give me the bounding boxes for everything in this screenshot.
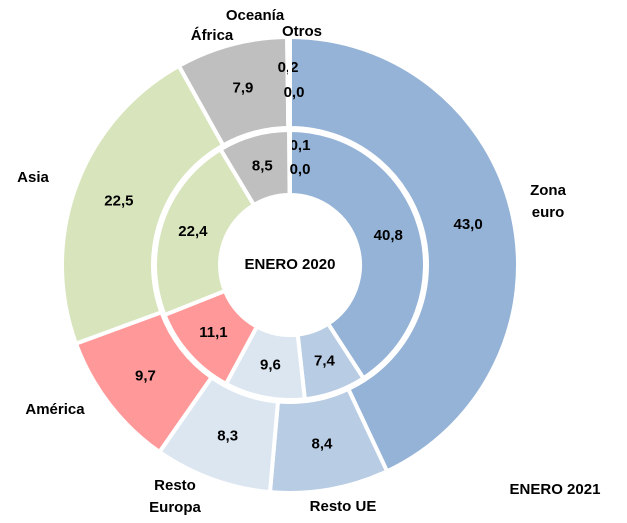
data-label: 8,4	[312, 436, 334, 453]
donut-segment	[60, 63, 226, 347]
data-label: 9,6	[260, 357, 281, 374]
data-label: 11,1	[199, 324, 227, 341]
category-label: Resto UE	[309, 498, 377, 515]
donut-segment	[153, 146, 257, 318]
category-label: Resto Europa	[149, 477, 201, 516]
category-label: Asia	[17, 169, 49, 186]
data-label: 7,4	[314, 353, 336, 370]
data-label: 40,8	[374, 227, 403, 244]
category-label: Otros	[281, 23, 322, 40]
data-label: 0,0	[290, 161, 311, 178]
data-label: 22,5	[104, 193, 133, 210]
donut-segment	[288, 34, 520, 474]
inner-series-label: ENERO 2020	[245, 256, 336, 273]
data-label: 0,0	[284, 84, 305, 101]
category-label: América	[25, 401, 85, 418]
data-label: 9,7	[135, 367, 156, 384]
outer-series-label: ENERO 2021	[509, 481, 601, 498]
data-label: 7,9	[233, 80, 254, 97]
category-label: Oceanía	[225, 7, 285, 24]
data-label: 22,4	[178, 223, 208, 240]
data-label: 0,1	[290, 137, 311, 154]
category-label: Zona euro	[530, 182, 566, 221]
category-label: África	[190, 27, 234, 44]
data-label: 43,0	[454, 216, 483, 233]
donut-segment	[288, 127, 427, 382]
data-label: 8,3	[217, 427, 238, 444]
data-label: 8,5	[252, 157, 273, 174]
